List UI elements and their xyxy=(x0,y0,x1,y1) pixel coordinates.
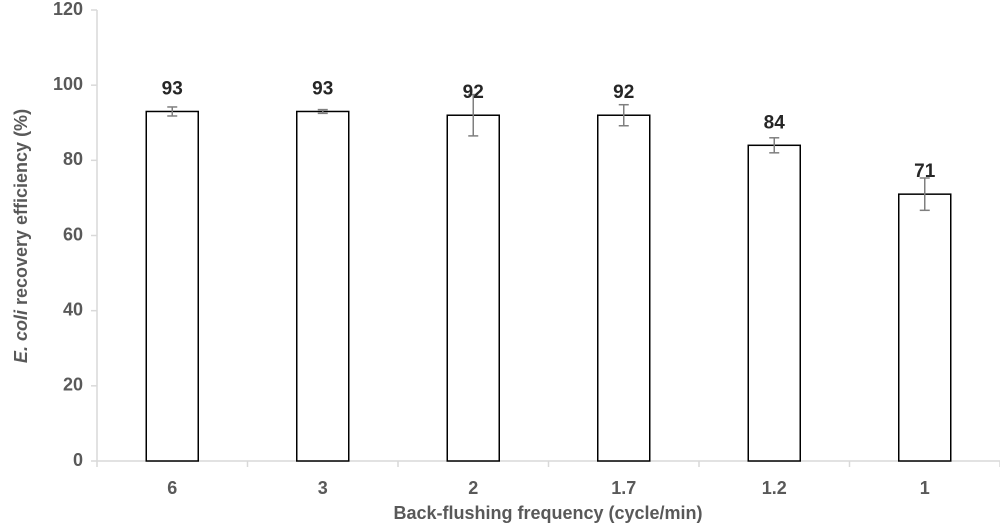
y-tick-label: 40 xyxy=(63,299,83,319)
error-bar xyxy=(618,103,629,127)
error-bar xyxy=(468,93,479,137)
y-tick-label: 80 xyxy=(63,149,83,169)
x-axis-label: Back-flushing frequency (cycle/min) xyxy=(393,503,702,523)
y-axis-label: E. coli recovery efficiency (%) xyxy=(11,109,31,363)
bar xyxy=(446,114,500,462)
y-tick-label: 100 xyxy=(53,74,83,94)
y-tick-label: 20 xyxy=(63,375,83,395)
x-tick-label: 1.7 xyxy=(611,478,636,498)
bar xyxy=(898,193,952,462)
bar xyxy=(597,114,651,462)
bar xyxy=(296,110,350,462)
x-tick-label: 3 xyxy=(318,478,328,498)
bar xyxy=(747,144,801,462)
y-axis-label-text: recovery efficiency (%) xyxy=(11,109,31,305)
x-tick-label: 1 xyxy=(920,478,930,498)
error-bar xyxy=(769,137,780,154)
x-tick-label: 1.2 xyxy=(762,478,787,498)
x-tick-label: 6 xyxy=(167,478,177,498)
value-label: 84 xyxy=(764,112,786,133)
y-tick-label: 0 xyxy=(73,450,83,470)
value-label: 71 xyxy=(914,161,936,182)
value-label: 93 xyxy=(162,78,183,99)
error-bar xyxy=(167,106,178,117)
bar xyxy=(145,110,199,462)
error-bar xyxy=(919,177,930,212)
value-label: 92 xyxy=(613,82,634,103)
value-label: 92 xyxy=(463,82,484,103)
y-axis-label-italic: E. coli xyxy=(11,309,31,363)
y-tick-label: 120 xyxy=(53,0,83,19)
value-label: 93 xyxy=(312,78,333,99)
y-tick-label: 60 xyxy=(63,224,83,244)
error-bar xyxy=(317,108,328,115)
x-tick-label: 2 xyxy=(468,478,478,498)
